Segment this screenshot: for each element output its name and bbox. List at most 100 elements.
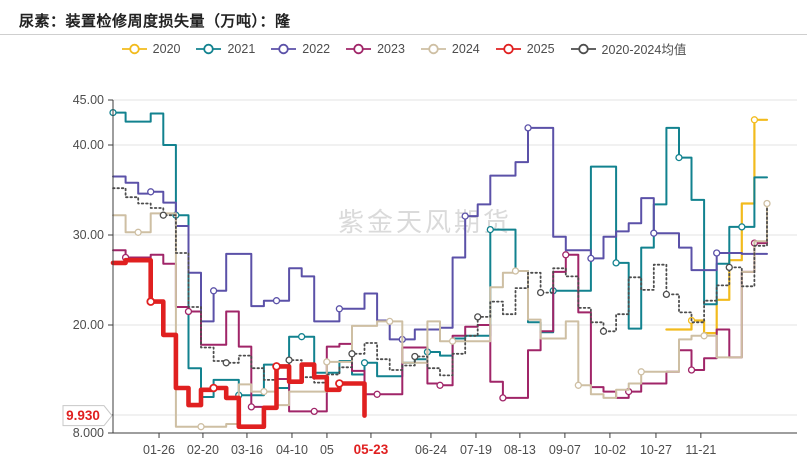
data-point-marker [461, 212, 469, 220]
legend-item-2023[interactable]: 2023 [345, 42, 405, 56]
axes: 45.00 40.00 30.00 20.00 8.000 01-26 02-20 03-16… [73, 93, 797, 457]
y-tick-label: 8.000 [73, 426, 104, 440]
legend-label: 2021 [227, 41, 256, 56]
data-point-marker [147, 188, 155, 196]
legend-label: 2020 [152, 41, 181, 56]
data-point-marker [713, 249, 721, 257]
data-point-marker [247, 403, 255, 411]
series-2023 [112, 207, 768, 416]
current-value-badge: 9.930 [62, 405, 113, 427]
data-point-marker [436, 381, 444, 389]
data-point-marker [298, 333, 306, 341]
data-point-marker [637, 368, 645, 376]
data-point-marker [272, 297, 281, 305]
data-point-marker [524, 124, 532, 132]
series-2021 [109, 108, 768, 399]
current-value-label: 9.930 [66, 408, 100, 423]
data-point-marker [750, 116, 759, 124]
legend-item-2024[interactable]: 2024 [420, 42, 480, 56]
legend-marker-icon [570, 43, 596, 54]
x-tick-label: 01-26 [143, 443, 175, 457]
x-tick-label: 09-07 [549, 443, 581, 457]
legend-label: 2022 [302, 41, 331, 56]
legend-marker-icon [495, 43, 521, 54]
data-point-marker [738, 223, 746, 231]
data-point-marker [474, 313, 482, 321]
x-tick-label: 10-02 [594, 443, 626, 457]
legend-item-2020-2024avgavg[interactable]: 2020-2024均值 [570, 39, 687, 58]
series-line-2025 [110, 257, 367, 429]
data-point-marker [197, 423, 205, 431]
watermark: 紫金天风期货 [338, 207, 512, 237]
legend-marker-icon [346, 43, 372, 54]
data-point-marker [599, 327, 608, 335]
data-point-marker [272, 362, 281, 371]
data-point-marker [146, 297, 156, 306]
x-tick-label: 02-20 [187, 443, 219, 457]
data-point-marker [335, 379, 344, 388]
data-point-marker [386, 317, 394, 326]
data-point-marker [360, 359, 369, 367]
x-tick-label: 05 [320, 443, 334, 457]
series-line-2021 [112, 111, 768, 398]
data-point-marker [587, 254, 595, 263]
data-point-marker [574, 381, 582, 389]
data-point-marker [562, 251, 570, 259]
legend-item-2020[interactable]: 2020 [121, 41, 181, 56]
data-point-marker [650, 229, 658, 237]
legend-item-2025[interactable]: 2025 [495, 42, 555, 56]
legend-label: 2020-2024均值 [601, 43, 687, 57]
data-point-marker [725, 263, 733, 272]
data-point-marker [260, 387, 268, 396]
y-tick-label: 30.00 [73, 228, 104, 242]
data-point-marker [411, 352, 419, 361]
legend-item-2021[interactable]: 2021 [195, 42, 255, 56]
y-tick-label: 45.00 [73, 93, 104, 107]
chart-legend: 2020 2021 2022 2023 2024 2025 2020-2024均值 [0, 39, 807, 58]
x-tick-label-current: 05-23 [354, 442, 389, 457]
title-divider [0, 34, 807, 35]
data-point-marker [134, 228, 142, 236]
data-point-marker [209, 287, 218, 295]
data-point-marker [222, 359, 230, 367]
series-2025 [110, 257, 367, 429]
series-line-2023 [112, 207, 768, 413]
data-point-marker [285, 356, 293, 364]
series-2020-2024均值 [112, 187, 768, 384]
x-tick-label: 08-13 [504, 443, 536, 457]
x-tick-label: 07-19 [460, 443, 492, 457]
legend-item-2022[interactable]: 2022 [270, 42, 330, 56]
data-point-marker [323, 358, 331, 366]
legend-label: 2024 [451, 41, 480, 56]
data-point-marker [448, 337, 457, 345]
data-point-marker [184, 307, 193, 316]
data-point-marker [511, 267, 520, 275]
y-tick-label: 20.00 [73, 318, 104, 332]
data-point-marker [536, 288, 545, 297]
data-point-marker [348, 350, 356, 358]
x-tick-label: 04-10 [276, 443, 308, 457]
x-tick-label: 10-27 [640, 443, 672, 457]
legend-marker-icon [196, 43, 222, 54]
data-point-marker [700, 332, 708, 340]
page-title: 尿素：装置检修周度损失量（万吨）：隆 [19, 13, 291, 30]
data-point-marker [687, 366, 696, 374]
data-point-marker [486, 225, 494, 234]
data-point-marker [662, 290, 671, 299]
data-point-marker [335, 305, 344, 313]
data-point-marker [612, 259, 620, 267]
data-point-marker [209, 383, 218, 393]
data-point-marker [159, 211, 167, 219]
x-tick-label: 06-24 [415, 443, 447, 457]
data-point-marker [675, 153, 683, 162]
data-point-marker [373, 390, 381, 398]
legend-marker-icon [121, 43, 147, 54]
x-tick-label: 11-21 [685, 443, 716, 457]
legend-label: 2023 [377, 41, 405, 56]
data-point-marker [310, 407, 318, 416]
y-tick-label: 40.00 [73, 138, 104, 152]
legend-marker-icon [420, 43, 446, 54]
data-point-marker [763, 199, 771, 208]
